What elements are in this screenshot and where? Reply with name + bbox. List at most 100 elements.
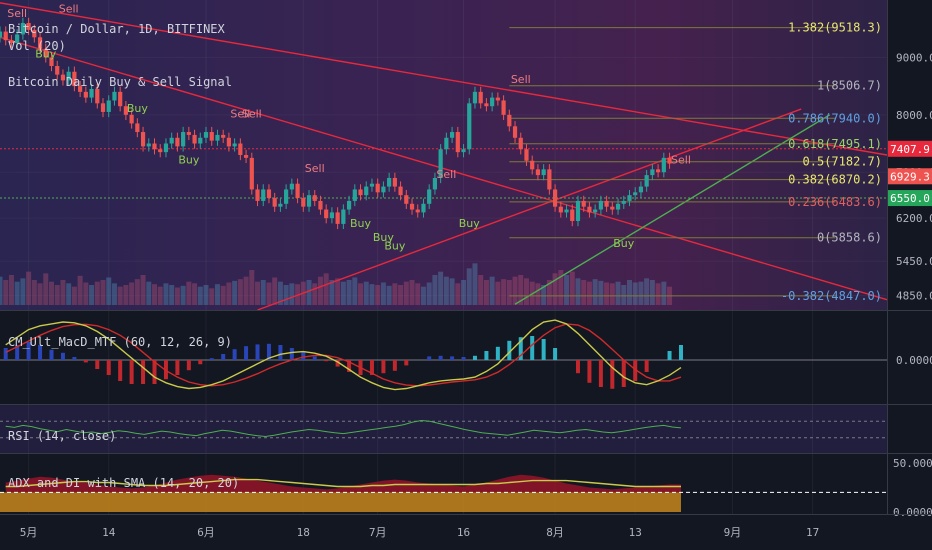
macd-pane[interactable] [0, 311, 887, 404]
candle-body [301, 198, 306, 207]
volume-bar [129, 282, 135, 305]
candle-body [43, 48, 48, 58]
candle-body [415, 209, 420, 213]
volume-bar [117, 286, 123, 305]
candle-body [95, 88, 100, 104]
macd-histogram-bar [644, 360, 649, 372]
candle-body [37, 37, 43, 49]
volume-bar [518, 275, 524, 305]
macd-histogram-bar [278, 345, 283, 360]
macd-histogram-bar [598, 360, 603, 387]
volume-bar [54, 285, 60, 305]
time-tick-label: 14 [102, 526, 116, 539]
indicator-legend[interactable]: Bitcoin Daily Buy & Sell Signal [8, 75, 232, 89]
macd-legend[interactable]: CM_Ult_MacD_MTF (60, 12, 26, 9) [8, 335, 232, 349]
volume-bar [140, 275, 146, 305]
price-tag [888, 140, 932, 157]
volume-bar [123, 285, 129, 305]
macd-histogram-bar [472, 355, 477, 360]
volume-bar [443, 276, 449, 305]
adx-legend[interactable]: ADX and DI with SMA (14, 20, 20) [8, 476, 240, 490]
macd-slow-line [5, 323, 682, 387]
price-axis[interactable] [887, 0, 932, 515]
volume-bar [49, 281, 55, 305]
volume-legend[interactable]: Vol (20) [8, 39, 66, 53]
macd-axis-label: 0.0000 [896, 354, 932, 367]
fib-level-label: 1(8506.7) [817, 79, 882, 93]
price-tag-label: 6550.0 [890, 192, 930, 205]
candle-body [83, 91, 88, 98]
candle-body [341, 209, 346, 224]
macd-histogram-bar [335, 360, 340, 367]
price-tick-label: 6200.0 [896, 212, 932, 225]
candle-body [552, 189, 558, 207]
adx-series [0, 474, 887, 512]
sell-signal-label: Sell [7, 7, 27, 20]
candle-body [484, 103, 489, 107]
signal-labels: SellBuySellBuyBuySellSellSellBuyBuyBuySe… [7, 3, 691, 253]
volume-bar [581, 280, 587, 305]
volume-bar [369, 284, 375, 305]
macd-histogram-bar [118, 360, 123, 381]
sell-signal-label: Sell [242, 108, 262, 121]
volume-bar [77, 275, 83, 305]
macd-histogram-bar [106, 360, 111, 375]
candle-body [169, 137, 174, 144]
volume-bar [283, 285, 289, 305]
candle-body [558, 206, 563, 213]
candle-body [444, 137, 449, 150]
volume-bar [483, 280, 489, 305]
price-pane[interactable] [0, 0, 887, 310]
volume-bar [438, 271, 444, 305]
price-tag [888, 190, 932, 207]
volume-bar [323, 273, 329, 305]
volume-bar [237, 279, 243, 305]
candle-body [535, 169, 541, 176]
rsi-series [0, 419, 887, 439]
volume-bar [352, 277, 358, 305]
volume-bar [632, 282, 638, 305]
fibonacci-levels: 1.382(9518.3) 1(8506.7) 0.786(7940.0) 0.618… [0, 21, 887, 303]
volume-bar [146, 281, 152, 305]
macd-histogram-bar [461, 357, 466, 360]
time-axis[interactable] [0, 515, 932, 550]
macd-histogram-bar [495, 346, 500, 360]
macd-histogram-bar [507, 340, 512, 360]
macd-histogram-bar [347, 360, 352, 372]
volume-bar [506, 280, 512, 305]
volume-bar [598, 280, 604, 305]
candle-body [507, 114, 512, 127]
volume-bar [157, 286, 163, 305]
price-tick-label: 9000.0 [896, 51, 932, 64]
candle-body [324, 209, 329, 219]
candle-body [467, 103, 472, 150]
price-tick-label: 8000.0 [896, 109, 932, 122]
volume-bar [346, 280, 352, 305]
volume-bar [523, 278, 529, 305]
rsi-legend[interactable]: RSI (14, close) [8, 429, 117, 443]
candle-body [318, 200, 323, 210]
candle-body [49, 57, 54, 67]
volume-bar [214, 284, 220, 305]
time-tick-label: 8月 [546, 526, 564, 539]
sell-signal-label: Sell [436, 168, 456, 181]
macd-histogram-bar [186, 360, 191, 371]
candle-body [312, 195, 317, 201]
candle-body [461, 149, 466, 153]
candle-body [89, 88, 94, 98]
sell-signal-label: Sell [511, 73, 531, 86]
macd-histogram-bar [163, 360, 168, 380]
candle-body [581, 200, 586, 207]
volume-bar [386, 285, 392, 305]
symbol-legend[interactable]: Bitcoin / Dollar, 1D, BITFINEX [8, 22, 225, 36]
volume-bar [449, 278, 455, 305]
candle-body [358, 189, 363, 196]
rsi-pane[interactable] [0, 405, 887, 453]
candle-body [369, 183, 375, 187]
volume-bars [0, 263, 673, 305]
macd-histogram-bar [72, 357, 77, 360]
candle-body [26, 22, 31, 30]
volume-bar [163, 283, 169, 305]
volume-bar [569, 271, 575, 305]
